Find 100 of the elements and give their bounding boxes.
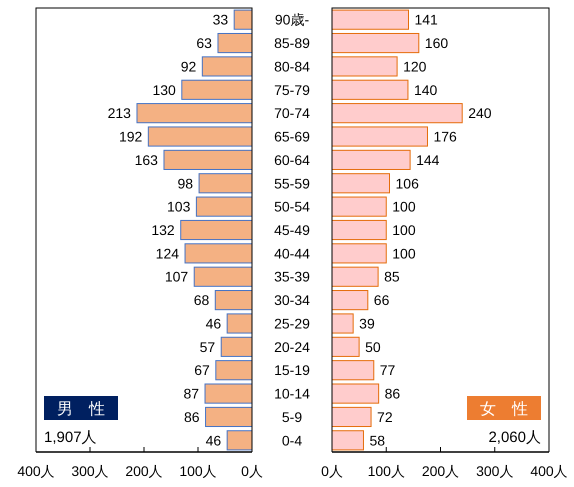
data-label: 192: [118, 128, 143, 145]
x-tick-label: 200人: [422, 463, 460, 479]
annotation: 男 性: [57, 401, 105, 418]
data-label: 130: [152, 82, 176, 98]
bar: [332, 336, 360, 357]
data-label: 66: [374, 292, 390, 308]
data-label: 86: [184, 408, 200, 425]
data-label: 106: [396, 175, 420, 192]
annotation: 1,907人: [44, 429, 97, 446]
data-label: 87: [183, 386, 200, 402]
data-label: 50: [365, 338, 381, 355]
data-label: 176: [433, 128, 458, 145]
bar: [215, 360, 252, 380]
x-tick-label: 0人: [241, 463, 263, 479]
bar: [220, 336, 252, 357]
y-tick-label: 50-54: [274, 198, 310, 215]
data-label: 107: [164, 268, 188, 285]
data-label: 77: [380, 362, 396, 378]
data-label: 160: [424, 35, 448, 52]
x-tick-label: 300人: [71, 463, 109, 479]
data-label: 46: [206, 315, 222, 332]
data-label: 124: [156, 245, 180, 262]
data-label: 46: [206, 432, 222, 448]
bar: [136, 103, 252, 124]
annotation: 2,060人: [488, 429, 541, 446]
bar: [180, 220, 252, 240]
bar: [332, 32, 420, 54]
y-tick-label: 35-39: [274, 268, 310, 285]
bar: [204, 384, 252, 404]
data-label: 86: [384, 386, 400, 402]
x-tick-label: 0人: [321, 463, 343, 479]
data-label: 68: [194, 292, 210, 308]
data-label: 141: [414, 12, 438, 28]
y-tick-label: 10-14: [274, 386, 310, 402]
data-label: 163: [134, 152, 158, 168]
bar: [332, 243, 387, 264]
y-tick-label: 75-79: [274, 82, 310, 98]
bar: [332, 10, 409, 30]
bar: [332, 196, 387, 217]
bar: [332, 384, 380, 404]
bar: [181, 80, 252, 100]
annotation: 女 性: [480, 401, 528, 418]
bar: [332, 290, 368, 310]
data-label: 100: [392, 222, 416, 238]
bar: [196, 196, 252, 217]
data-label: 240: [468, 105, 492, 122]
y-tick-label: 90歳-: [274, 12, 310, 28]
bar: [332, 430, 364, 450]
data-label: 92: [180, 58, 197, 74]
data-label: 39: [359, 315, 375, 332]
data-label: 98: [178, 175, 194, 192]
bar: [332, 103, 463, 124]
bar: [194, 266, 252, 287]
bar: [163, 150, 252, 170]
bar: [332, 173, 390, 194]
data-label: 120: [403, 58, 427, 74]
data-label: 63: [196, 35, 212, 52]
y-tick-label: 65-69: [274, 128, 310, 145]
y-tick-label: 0-4: [282, 432, 302, 448]
x-tick-label: 200人: [125, 463, 163, 479]
x-tick-label: 400人: [17, 463, 55, 479]
bar: [332, 220, 387, 240]
data-label: 100: [392, 198, 416, 215]
bar: [332, 126, 428, 147]
x-tick-label: 100人: [179, 463, 217, 479]
x-tick-label: 300人: [476, 463, 514, 479]
bar: [202, 56, 252, 76]
y-tick-label: 45-49: [274, 222, 310, 238]
bar: [332, 80, 408, 100]
bar: [226, 313, 252, 334]
y-tick-label: 40-44: [274, 245, 310, 262]
bar: [226, 430, 252, 450]
bar: [332, 56, 398, 76]
bar: [234, 10, 252, 30]
bar: [214, 290, 252, 310]
bar: [332, 266, 379, 287]
bar: [332, 150, 411, 170]
y-tick-label: 55-59: [274, 175, 310, 192]
y-tick-label: 5-9: [282, 408, 302, 425]
data-label: 67: [194, 362, 210, 378]
y-tick-label: 25-29: [274, 315, 310, 332]
data-label: 85: [384, 268, 400, 285]
data-label: 33: [212, 12, 228, 28]
y-tick-label: 70-74: [274, 105, 310, 122]
bar: [332, 360, 374, 380]
bar: [148, 126, 252, 147]
data-label: 58: [369, 432, 386, 448]
y-tick-label: 85-89: [274, 35, 310, 52]
bar: [332, 406, 372, 428]
data-label: 140: [414, 82, 438, 98]
y-tick-label: 30-34: [274, 292, 310, 308]
data-label: 213: [108, 105, 132, 122]
data-label: 103: [167, 198, 191, 215]
bar: [217, 32, 252, 54]
bar: [198, 173, 252, 194]
data-label: 132: [151, 222, 175, 238]
y-tick-label: 15-19: [274, 362, 310, 378]
bar: [332, 313, 354, 334]
data-label: 100: [392, 245, 416, 262]
data-label: 72: [377, 408, 393, 425]
